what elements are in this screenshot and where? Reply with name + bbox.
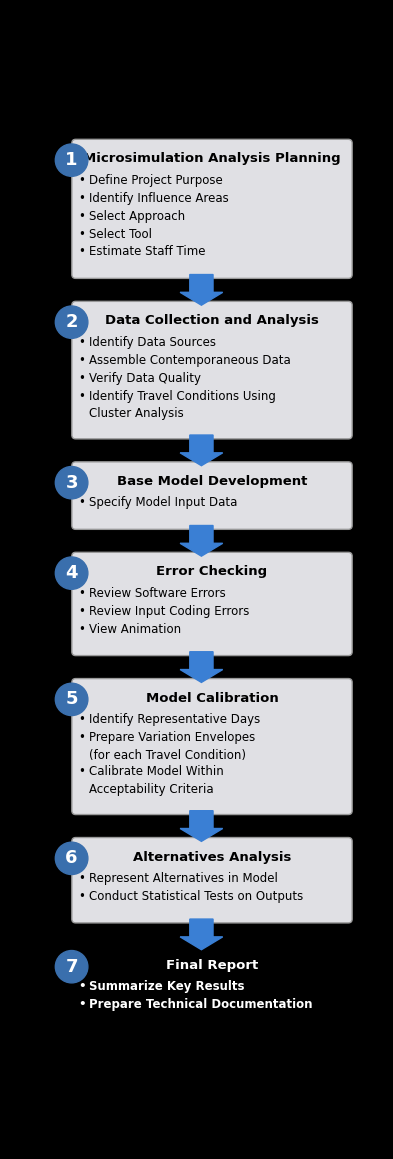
FancyBboxPatch shape: [72, 301, 352, 439]
Text: •: •: [79, 731, 85, 744]
FancyArrow shape: [180, 275, 223, 305]
Text: 5: 5: [65, 691, 78, 708]
Text: Identify Travel Conditions Using: Identify Travel Conditions Using: [89, 389, 276, 402]
Text: •: •: [79, 765, 85, 778]
Text: Represent Alternatives in Model: Represent Alternatives in Model: [89, 872, 278, 885]
Text: Final Report: Final Report: [166, 958, 258, 972]
Text: •: •: [79, 191, 85, 205]
Text: •: •: [79, 586, 85, 600]
FancyBboxPatch shape: [72, 678, 352, 815]
Text: •: •: [79, 605, 85, 618]
Text: Identify Representative Days: Identify Representative Days: [89, 713, 260, 726]
Text: •: •: [79, 890, 85, 903]
Text: •: •: [79, 336, 85, 349]
Text: Select Tool: Select Tool: [89, 227, 152, 241]
Text: Acceptability Criteria: Acceptability Criteria: [89, 783, 213, 796]
Circle shape: [55, 306, 88, 338]
Text: Verify Data Quality: Verify Data Quality: [89, 372, 201, 385]
FancyArrow shape: [180, 810, 223, 841]
Text: Prepare Technical Documentation: Prepare Technical Documentation: [89, 998, 312, 1012]
Text: View Animation: View Animation: [89, 622, 181, 635]
Text: Data Collection and Analysis: Data Collection and Analysis: [105, 314, 319, 327]
FancyBboxPatch shape: [72, 838, 352, 923]
Circle shape: [55, 683, 88, 715]
Text: 7: 7: [65, 957, 78, 976]
FancyArrow shape: [180, 525, 223, 556]
Text: Alternatives Analysis: Alternatives Analysis: [133, 851, 291, 863]
Text: •: •: [79, 389, 85, 402]
Text: Calibrate Model Within: Calibrate Model Within: [89, 765, 224, 778]
FancyArrow shape: [180, 651, 223, 683]
Circle shape: [55, 950, 88, 983]
Circle shape: [55, 557, 88, 589]
Text: 2: 2: [65, 313, 78, 331]
Text: 3: 3: [65, 474, 78, 491]
Text: •: •: [78, 981, 86, 993]
FancyBboxPatch shape: [72, 461, 352, 530]
Text: Review Software Errors: Review Software Errors: [89, 586, 226, 600]
Text: •: •: [79, 246, 85, 258]
Circle shape: [55, 843, 88, 875]
Text: Cluster Analysis: Cluster Analysis: [89, 408, 184, 421]
Text: Assemble Contemporaneous Data: Assemble Contemporaneous Data: [89, 353, 291, 366]
Text: •: •: [79, 713, 85, 726]
Text: Summarize Key Results: Summarize Key Results: [89, 981, 244, 993]
Text: Identify Influence Areas: Identify Influence Areas: [89, 191, 229, 205]
Text: Model Calibration: Model Calibration: [146, 692, 278, 705]
Text: Review Input Coding Errors: Review Input Coding Errors: [89, 605, 249, 618]
Text: •: •: [79, 622, 85, 635]
Text: Estimate Staff Time: Estimate Staff Time: [89, 246, 206, 258]
Text: Select Approach: Select Approach: [89, 210, 185, 223]
Text: •: •: [79, 174, 85, 187]
Text: Microsimulation Analysis Planning: Microsimulation Analysis Planning: [83, 152, 341, 166]
Text: 6: 6: [65, 850, 78, 867]
FancyArrow shape: [180, 435, 223, 466]
Text: (for each Travel Condition): (for each Travel Condition): [89, 749, 246, 761]
Text: 4: 4: [65, 564, 78, 582]
FancyBboxPatch shape: [72, 553, 352, 656]
Text: •: •: [79, 227, 85, 241]
Text: Base Model Development: Base Model Development: [117, 475, 307, 488]
FancyBboxPatch shape: [72, 139, 352, 278]
FancyArrow shape: [180, 919, 223, 949]
Text: •: •: [79, 872, 85, 885]
Text: •: •: [78, 998, 86, 1012]
Text: Prepare Variation Envelopes: Prepare Variation Envelopes: [89, 731, 255, 744]
Text: Specify Model Input Data: Specify Model Input Data: [89, 496, 237, 509]
Text: •: •: [79, 210, 85, 223]
Text: Conduct Statistical Tests on Outputs: Conduct Statistical Tests on Outputs: [89, 890, 303, 903]
Text: Define Project Purpose: Define Project Purpose: [89, 174, 222, 187]
Text: •: •: [79, 353, 85, 366]
Text: 1: 1: [65, 151, 78, 169]
Text: •: •: [79, 372, 85, 385]
Text: •: •: [79, 496, 85, 509]
Circle shape: [55, 144, 88, 176]
Text: Identify Data Sources: Identify Data Sources: [89, 336, 216, 349]
Circle shape: [55, 467, 88, 498]
Text: Error Checking: Error Checking: [156, 566, 268, 578]
